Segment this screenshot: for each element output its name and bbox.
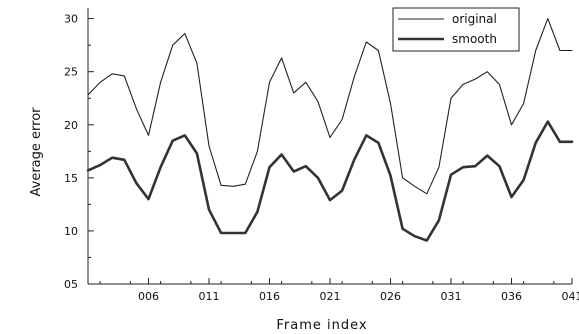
y-tick-label: 20 [64, 119, 78, 132]
y-axis-title: Average error [29, 107, 44, 197]
y-tick-label: 10 [64, 225, 78, 238]
series-lines [86, 18, 574, 242]
x-tick-label: 026 [380, 290, 401, 303]
x-axis-ticks: 006 011 016 021 026 031 036 041 [99, 278, 579, 303]
series-line-original [87, 18, 573, 195]
x-tick-label: 036 [501, 290, 522, 303]
y-tick-label: 30 [64, 13, 78, 26]
x-tick-label: 031 [441, 290, 462, 303]
y-tick-label: 05 [64, 278, 78, 291]
y-tick-label: 15 [64, 172, 78, 185]
x-tick-label: 016 [259, 290, 280, 303]
legend-label-original: original [452, 12, 497, 26]
series-line-smooth [86, 120, 574, 242]
y-axis-ticks: 05 10 15 20 25 30 [64, 13, 94, 291]
x-tick-label: 021 [320, 290, 341, 303]
x-tick-label: 041 [562, 290, 579, 303]
legend-box [392, 7, 520, 52]
x-tick-label: 006 [138, 290, 159, 303]
x-axis-title: Frame index [276, 318, 367, 333]
x-tick-label: 011 [199, 290, 220, 303]
legend-label-smooth: smooth [452, 32, 497, 46]
y-tick-label: 25 [64, 66, 78, 79]
legend: original smooth [392, 7, 520, 52]
